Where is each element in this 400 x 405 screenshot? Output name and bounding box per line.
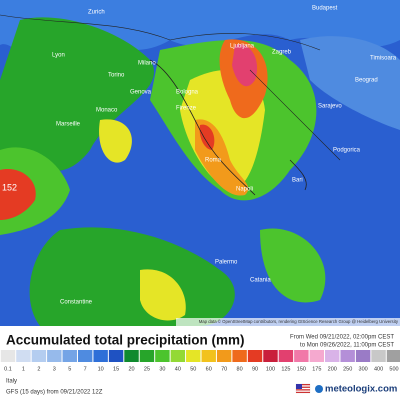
legend-swatch xyxy=(124,350,139,362)
legend-swatch xyxy=(47,350,62,362)
city-label: Budapest xyxy=(312,6,338,12)
legend-label: 150 xyxy=(297,366,306,372)
city-label: Marseille xyxy=(56,122,81,128)
city-label: Lyon xyxy=(52,53,65,59)
legend-swatch xyxy=(386,350,400,362)
legend-label: 70 xyxy=(221,366,227,372)
legend-label: 300 xyxy=(359,366,368,372)
legend-swatch xyxy=(31,350,47,362)
city-label: Genova xyxy=(130,90,152,96)
model-info: GFS (15 days) from 09/21/2022 12Z xyxy=(6,390,103,396)
city-label: Bologna xyxy=(176,90,199,96)
city-label: Milano xyxy=(138,61,156,67)
legend-label: 40 xyxy=(175,366,181,372)
legend-swatch xyxy=(155,350,170,362)
legend-label: 80 xyxy=(237,366,243,372)
legend-label: 175 xyxy=(312,366,321,372)
city-label: Monaco xyxy=(96,108,118,114)
legend-swatch xyxy=(371,350,386,362)
attribution: Map data © OpenStreetMap contributors, r… xyxy=(199,319,399,324)
legend-label: 250 xyxy=(343,366,352,372)
legend-swatch xyxy=(340,350,355,362)
city-label: Zurich xyxy=(88,10,105,16)
city-label: Beograd xyxy=(355,78,378,84)
legend-label: 0.1 xyxy=(4,366,12,372)
precip-area xyxy=(99,119,132,163)
date-from: From Wed 09/21/2022, 02:00pm CEST xyxy=(290,335,394,341)
legend-label: 90 xyxy=(252,366,258,372)
region: Italy xyxy=(6,379,17,385)
precip-area xyxy=(199,124,215,150)
legend-label: 25 xyxy=(144,366,150,372)
legend-swatch xyxy=(139,350,155,362)
precip-area xyxy=(260,228,326,303)
logo-icon xyxy=(315,385,323,393)
legend-swatch xyxy=(278,350,294,362)
legend-swatch xyxy=(16,350,31,362)
legend-label: 5 xyxy=(68,366,71,372)
city-label: Firenze xyxy=(176,106,197,112)
legend-label: 125 xyxy=(281,366,290,372)
legend-label: 7 xyxy=(84,366,87,372)
legend-swatch xyxy=(0,350,16,362)
brand: meteologix.com xyxy=(325,384,397,395)
city-label: Zagreb xyxy=(272,50,292,56)
flag xyxy=(295,383,311,394)
city-label: Roma xyxy=(205,158,222,164)
precip-area xyxy=(0,169,36,220)
legend-swatch xyxy=(170,350,186,362)
city-label: Palermo xyxy=(215,260,238,266)
precip-area xyxy=(300,36,400,130)
precip-area xyxy=(0,17,155,172)
legend: 0.1 1 2 3 5 7 10 15 20 25 30 40 50 60 70 80 90 100 125 150 1… xyxy=(0,350,400,372)
city-label: Catania xyxy=(250,278,271,284)
map: Zurich Budapest Lyon Milano Torino Genov… xyxy=(0,0,400,326)
legend-label: 10 xyxy=(98,366,104,372)
legend-label: 500 xyxy=(389,366,398,372)
precip-area xyxy=(232,44,258,87)
legend-label: 1 xyxy=(22,366,25,372)
date-to: to Mon 09/26/2022, 11:00pm CEST xyxy=(300,343,394,349)
legend-swatch xyxy=(355,350,371,362)
max-label: 152 xyxy=(2,182,17,192)
legend-swatch xyxy=(247,350,263,362)
city-label: Constantine xyxy=(60,300,93,306)
precip-area xyxy=(140,269,186,321)
attribution-bg xyxy=(176,318,400,326)
legend-label: 15 xyxy=(113,366,119,372)
legend-label: 2 xyxy=(37,366,40,372)
legend-swatch xyxy=(108,350,124,362)
legend-swatch xyxy=(325,350,340,362)
legend-swatch xyxy=(93,350,108,362)
legend-swatch xyxy=(294,350,309,362)
legend-swatch xyxy=(62,350,77,362)
coastline xyxy=(149,59,307,196)
legend-swatch xyxy=(201,350,216,362)
legend-label: 60 xyxy=(206,366,212,372)
city-label: Torino xyxy=(108,73,125,79)
legend-label: 400 xyxy=(374,366,383,372)
legend-label: 50 xyxy=(190,366,196,372)
title: Accumulated total precipitation (mm) xyxy=(6,333,245,348)
legend-label: 20 xyxy=(128,366,134,372)
legend-swatch xyxy=(77,350,93,362)
city-label: Timisoara xyxy=(370,56,397,62)
city-label: Ljubljana xyxy=(230,44,255,50)
legend-label: 3 xyxy=(53,366,56,372)
city-label: Podgorica xyxy=(333,148,361,154)
legend-swatch xyxy=(216,350,232,362)
legend-label: 100 xyxy=(266,366,275,372)
city-label: Sarajevo xyxy=(318,104,342,110)
legend-label: 30 xyxy=(159,366,165,372)
city-label: Napoli xyxy=(236,187,253,193)
legend-swatch xyxy=(186,350,201,362)
legend-swatch xyxy=(232,350,247,362)
legend-swatch xyxy=(309,350,325,362)
legend-label: 200 xyxy=(328,366,337,372)
city-label: Bari xyxy=(292,178,303,184)
border xyxy=(0,14,341,161)
legend-swatch xyxy=(263,350,278,362)
